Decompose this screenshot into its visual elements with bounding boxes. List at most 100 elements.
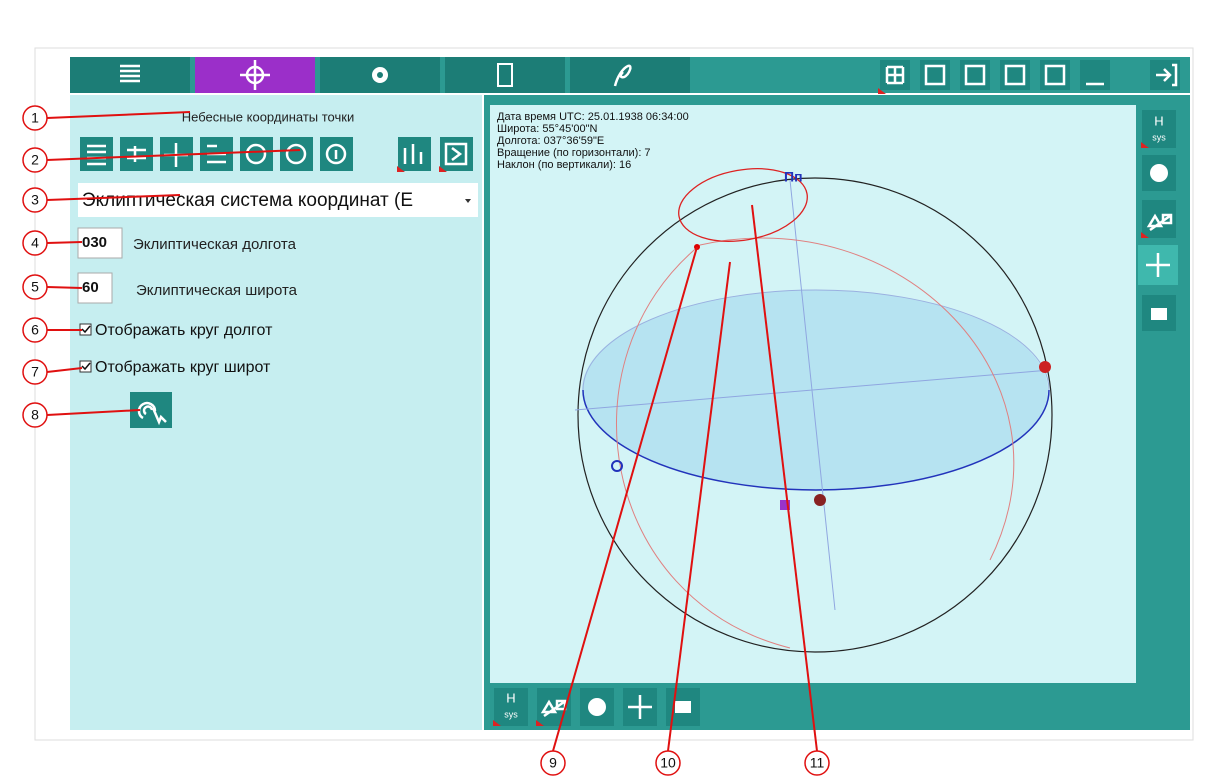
icon — [137, 401, 167, 426]
button[interactable] — [240, 137, 273, 171]
icon — [675, 701, 691, 713]
checkbox-label: Отображать круг широт — [95, 359, 271, 376]
tab[interactable] — [570, 57, 690, 93]
callout-line — [46, 194, 181, 201]
axis — [574, 179, 1051, 611]
button[interactable] — [920, 60, 950, 90]
button[interactable] — [960, 60, 990, 90]
button[interactable] — [494, 688, 528, 726]
info-line: Наклон (по вертикали): 16 — [497, 159, 631, 171]
icon — [1150, 164, 1168, 182]
checkbox-label: Отображать круг долгот — [95, 322, 273, 339]
ecliptic-back — [582, 289, 1050, 391]
latitude-circle — [678, 168, 808, 242]
check — [81, 325, 91, 334]
callout-line — [46, 111, 191, 119]
icon — [588, 698, 606, 716]
callout-circle — [22, 274, 48, 300]
icon — [885, 65, 905, 85]
callout-line — [46, 286, 83, 289]
panel-title: Небесные координаты точки — [182, 109, 354, 124]
callout-number: 4 — [31, 235, 39, 251]
icon — [497, 63, 513, 87]
callout-number: 3 — [31, 192, 39, 208]
icon — [628, 695, 652, 719]
callout-circle — [22, 359, 48, 385]
checkbox[interactable] — [79, 360, 92, 373]
marker — [878, 88, 886, 94]
info-line: Дата время UTC: 25.01.1938 06:34:00 — [497, 111, 689, 123]
callout-number: 9 — [549, 755, 557, 771]
tabs — [70, 57, 690, 93]
callout-line — [46, 241, 83, 244]
icon — [1146, 213, 1173, 232]
input-value: 60 — [82, 279, 99, 296]
callout-circle — [22, 187, 48, 213]
button[interactable] — [1142, 110, 1176, 148]
callouts: 1 2 3 4 5 6 7 8 9 10 11 — [22, 105, 830, 776]
callout-circle — [540, 750, 566, 776]
marker — [493, 720, 544, 726]
callout-circle — [655, 750, 681, 776]
input-value: 030 — [82, 234, 107, 251]
icon — [1156, 63, 1178, 87]
callout-circle — [804, 750, 830, 776]
button[interactable] — [398, 137, 431, 171]
callout-number: 8 — [31, 407, 39, 423]
input-label: Эклиптическая долгота — [133, 236, 297, 253]
button[interactable] — [120, 137, 153, 171]
callout-number: 2 — [31, 152, 39, 168]
glyph — [1039, 361, 1051, 373]
button[interactable] — [1040, 60, 1070, 90]
button[interactable] — [1080, 60, 1110, 90]
callout-circle — [22, 230, 48, 256]
side-toolbar: H sys — [1138, 110, 1178, 331]
button-text: sys — [504, 709, 518, 719]
input-label: Эклиптическая широта — [136, 282, 298, 299]
icon — [964, 64, 986, 86]
callout-circle — [22, 317, 48, 343]
dropdown-text: Эклиптическая система координат (E — [82, 190, 413, 211]
callout-line — [46, 367, 83, 373]
icon — [1151, 308, 1167, 320]
button[interactable] — [80, 137, 113, 171]
pole-label: Пп — [784, 169, 803, 185]
window-buttons — [878, 60, 1180, 94]
callout-number: 10 — [660, 755, 676, 771]
marker — [397, 166, 447, 172]
sphere: Пп — [574, 168, 1053, 653]
callout-number: 7 — [31, 364, 39, 380]
callout-line — [667, 261, 731, 752]
callout-circle — [22, 402, 48, 428]
info: Дата время UTC: 25.01.1938 06:34:00Широт… — [497, 111, 689, 171]
callout-number: 1 — [31, 110, 39, 126]
callout-line — [46, 409, 141, 416]
dropdown[interactable] — [78, 183, 478, 217]
button[interactable] — [1000, 60, 1030, 90]
icon — [245, 143, 267, 165]
input[interactable] — [77, 227, 123, 259]
callout-circle — [22, 105, 48, 131]
callout-number: 5 — [31, 279, 39, 295]
icon — [334, 142, 468, 166]
icon — [240, 60, 270, 90]
bottom-toolbar: H sys — [493, 688, 700, 726]
icon — [120, 64, 140, 83]
glyph — [611, 460, 623, 472]
tab[interactable] — [445, 57, 565, 93]
info-line: Долгота: 037°36'59"E — [497, 135, 604, 147]
longitude-circle — [615, 237, 1015, 649]
ecliptic — [582, 389, 1050, 491]
icon — [613, 64, 632, 87]
icon — [1146, 253, 1170, 277]
callout-line — [751, 204, 818, 752]
glyph — [780, 500, 790, 510]
icon — [1044, 64, 1066, 86]
callout-circle — [22, 147, 48, 173]
button[interactable] — [280, 137, 313, 171]
icon — [377, 72, 383, 78]
callout-line — [46, 149, 301, 161]
dropdown-arrow — [465, 199, 471, 203]
input[interactable] — [77, 272, 113, 304]
